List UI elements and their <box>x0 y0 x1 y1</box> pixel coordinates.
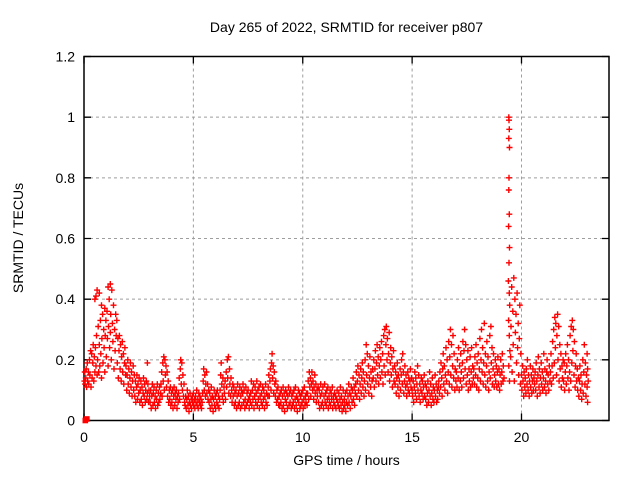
y-tick-label: 0 <box>67 413 75 429</box>
x-tick-label: 20 <box>514 429 530 445</box>
y-tick-label: 0.4 <box>56 291 76 307</box>
y-tick-label: 1 <box>67 109 75 125</box>
x-tick-label: 10 <box>295 429 311 445</box>
x-tick-label: 0 <box>80 429 88 445</box>
y-tick-label: 0.6 <box>56 231 76 247</box>
x-tick-label: 5 <box>189 429 197 445</box>
grid-lines <box>84 56 609 421</box>
x-tick-label: 15 <box>404 429 420 445</box>
plot-border <box>83 55 610 422</box>
chart-title: Day 265 of 2022, SRMTID for receiver p80… <box>209 19 484 35</box>
origin-square-marker <box>84 416 90 422</box>
y-tick-label: 0.2 <box>56 352 76 368</box>
y-tick-label: 0.8 <box>56 170 76 186</box>
data-points <box>81 114 592 415</box>
y-tick-label: 1.2 <box>56 49 76 65</box>
y-axis-label: SRMTID / TECUs <box>10 182 26 294</box>
x-axis-label: GPS time / hours <box>293 452 400 468</box>
